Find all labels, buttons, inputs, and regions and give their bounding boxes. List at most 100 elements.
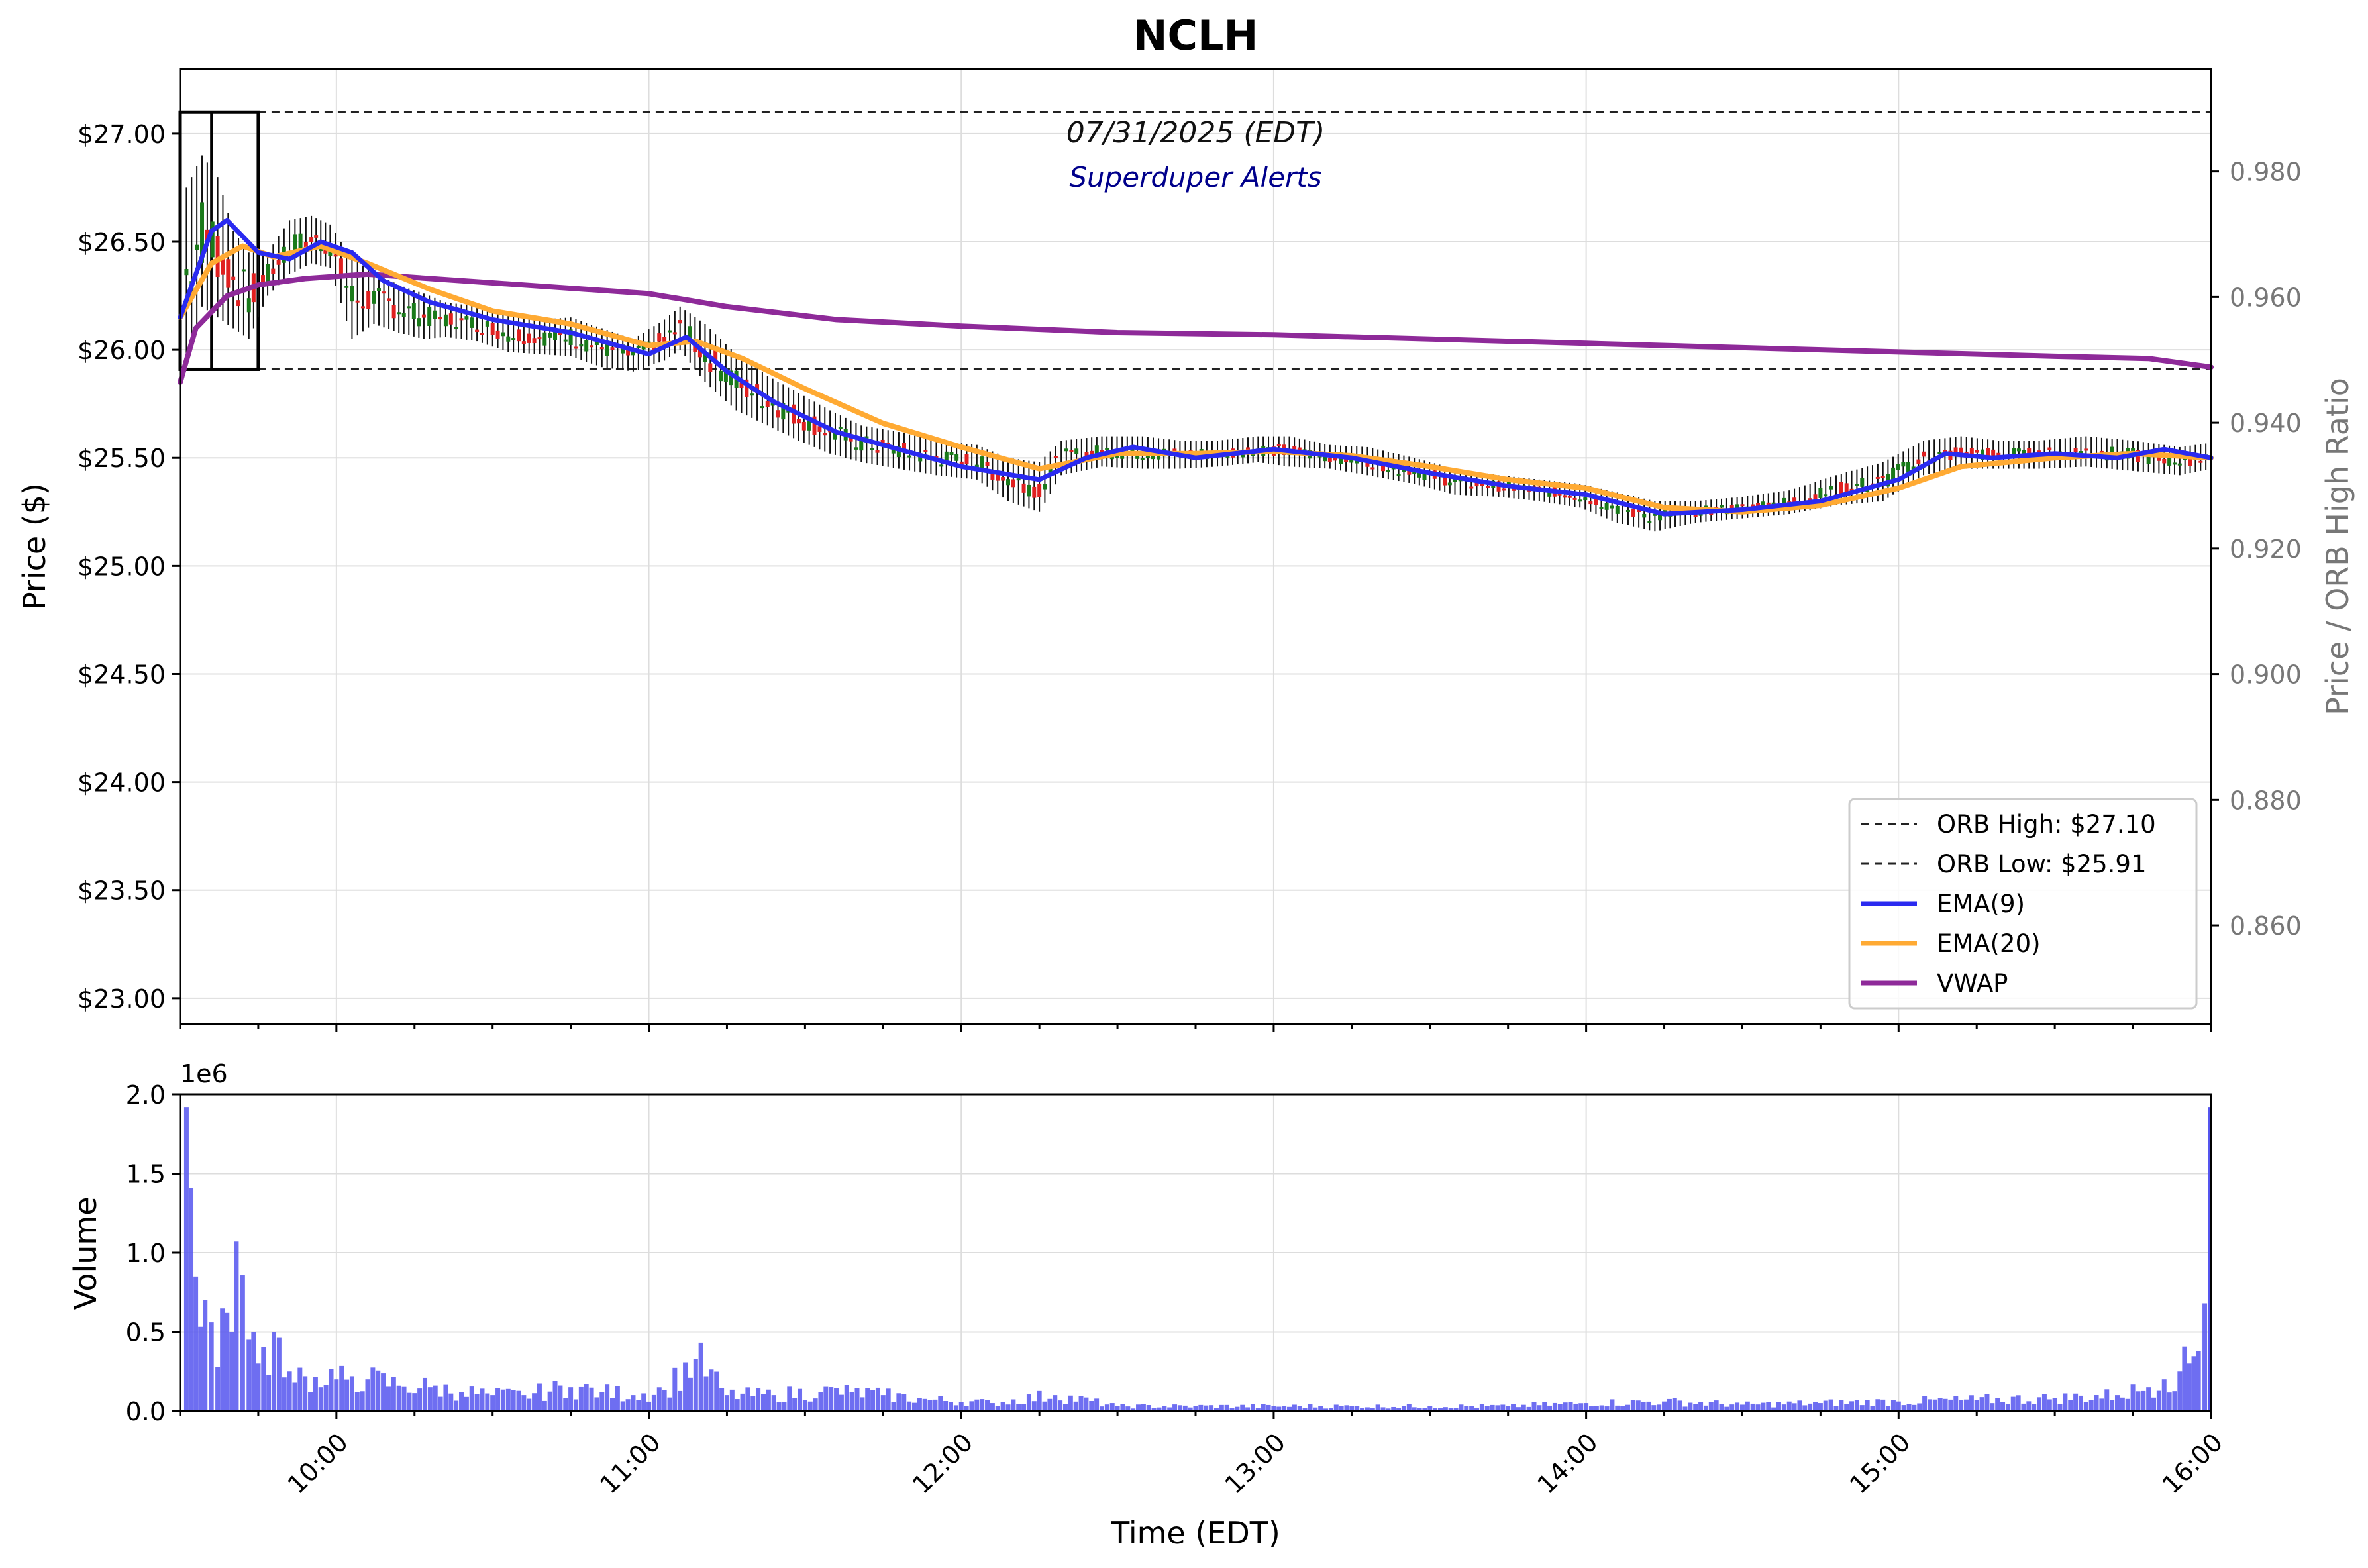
volume-bar <box>1667 1398 1672 1411</box>
volume-ytick-label: 0.0 <box>126 1397 166 1426</box>
volume-bar <box>1089 1401 1094 1411</box>
volume-bar <box>251 1332 256 1411</box>
candle-body <box>801 421 806 431</box>
volume-bar <box>990 1403 995 1411</box>
candle-body <box>1447 482 1452 486</box>
candle-body <box>470 317 474 328</box>
candle-body <box>2016 448 2021 452</box>
volume-bar <box>1162 1406 1167 1411</box>
volume-bar <box>1979 1397 1984 1411</box>
volume-ytick-label: 0.5 <box>126 1318 166 1347</box>
volume-bar <box>2088 1400 2094 1411</box>
volume-bar <box>2099 1398 2104 1411</box>
volume-bar <box>193 1276 199 1411</box>
volume-bar <box>2032 1404 2037 1411</box>
candle-body <box>631 352 635 356</box>
price-ytick-label: $25.00 <box>77 552 166 581</box>
volume-bar <box>1058 1400 1063 1411</box>
candle-body <box>1120 456 1125 459</box>
candle-body <box>1140 458 1145 460</box>
candle-body <box>355 300 360 303</box>
volume-bar <box>229 1332 234 1411</box>
volume-bar <box>209 1322 214 1411</box>
candle-body <box>215 236 220 278</box>
volume-bar <box>1364 1407 1370 1411</box>
volume-bar <box>1599 1405 1604 1411</box>
candle-body <box>657 333 662 342</box>
candle-body <box>713 349 718 363</box>
volume-bar <box>589 1387 594 1411</box>
candle-body <box>293 234 297 256</box>
candle-body <box>1829 486 1833 490</box>
volume-bar <box>896 1393 901 1411</box>
volume-bar <box>303 1376 308 1411</box>
volume-bar <box>823 1386 829 1411</box>
volume-bar <box>1542 1402 1547 1411</box>
volume-bar <box>1578 1403 1584 1411</box>
candle-body <box>391 305 396 319</box>
candle-body <box>760 406 764 409</box>
volume-bar <box>688 1377 693 1411</box>
volume-bar <box>1276 1406 1282 1411</box>
volume-bar <box>1771 1407 1776 1411</box>
volume-bar <box>1417 1408 1422 1411</box>
candle-body <box>1474 482 1479 487</box>
volume-bar <box>1651 1405 1657 1411</box>
volume-bar <box>334 1379 339 1411</box>
candle-body <box>236 300 241 307</box>
candle-body <box>527 333 531 343</box>
volume-bar <box>735 1399 740 1411</box>
volume-bar <box>1157 1407 1162 1411</box>
candle-body <box>1043 484 1047 490</box>
volume-bar <box>1125 1406 1131 1411</box>
candle-body <box>1069 450 1074 452</box>
volume-bar <box>1453 1408 1459 1411</box>
volume-bar <box>1506 1406 1511 1411</box>
candle-body <box>1891 467 1896 480</box>
candle-body <box>1896 464 1900 470</box>
price-panel: $23.00 $23.50 $24.00 $24.50 $25.00 $25.50 $26.… <box>17 68 2355 1032</box>
ema20-line <box>178 243 2214 515</box>
candle-body <box>360 306 365 309</box>
candle-body <box>626 347 631 356</box>
volume-bar <box>1698 1402 1704 1411</box>
candle-body <box>1370 467 1375 470</box>
candle-body <box>184 268 189 276</box>
volume-bar <box>1344 1405 1349 1411</box>
volume-bar <box>2161 1379 2167 1411</box>
volume-bar <box>1880 1399 1886 1411</box>
volume-bar <box>1427 1406 1433 1411</box>
volume-bar <box>651 1394 656 1411</box>
volume-bar <box>1594 1406 1599 1411</box>
volume-bar <box>1396 1408 1402 1411</box>
candle-body <box>1048 468 1053 474</box>
volume-bar <box>1823 1400 1828 1411</box>
candle-body <box>854 447 858 450</box>
candle-body <box>1922 451 1926 457</box>
candle-body <box>1053 456 1058 458</box>
volume-bar <box>1084 1397 1089 1411</box>
volume-bar <box>1360 1408 1365 1411</box>
volume-bar <box>1682 1406 1688 1411</box>
candle-body <box>2167 454 2172 466</box>
volume-bar <box>2151 1397 2157 1411</box>
volume-bar <box>1802 1405 1808 1411</box>
ratio-ytick-label: 0.980 <box>2230 158 2302 187</box>
volume-bar <box>313 1377 318 1411</box>
candle-body <box>1969 448 1974 456</box>
volume-bar <box>844 1385 849 1411</box>
volume-bar <box>1380 1407 1386 1411</box>
volume-bar <box>1547 1405 1553 1411</box>
candle-body <box>438 317 442 320</box>
candle-body <box>1327 458 1332 462</box>
price-ytick-label: $23.50 <box>77 876 166 906</box>
candle-body <box>996 474 1000 481</box>
volume-bar <box>1917 1403 1922 1411</box>
candle-body <box>241 269 246 272</box>
volume-bar <box>2037 1397 2042 1411</box>
volume-bar <box>1282 1406 1287 1411</box>
legend-label: VWAP <box>1937 969 2008 998</box>
volume-bar <box>474 1394 480 1411</box>
candle-body <box>1276 444 1281 446</box>
volume-bar <box>2156 1390 2161 1411</box>
